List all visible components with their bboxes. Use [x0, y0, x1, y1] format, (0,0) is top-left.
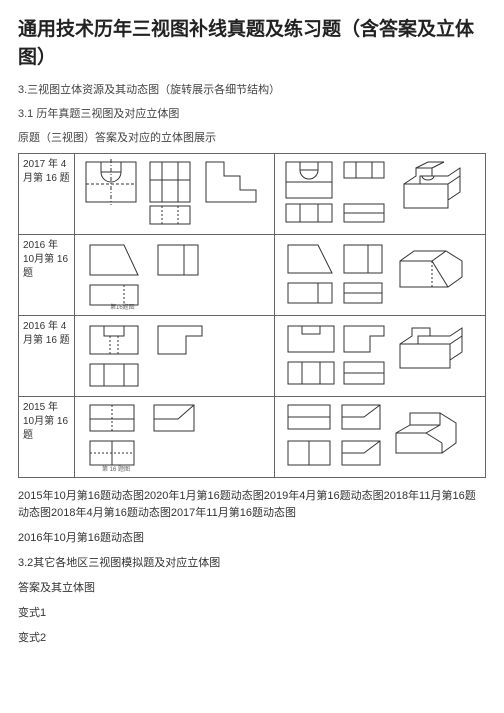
- answer-label: 答案及其立体图: [18, 580, 486, 597]
- row-4-question-views: 第 16 题图: [75, 397, 275, 478]
- table-caption: 原题（三视图）答案及对应的立体图展示: [18, 129, 486, 145]
- variant-2-label: 变式2: [18, 630, 486, 647]
- row-1-question-views: [75, 154, 275, 235]
- row-3-answer-views: [275, 316, 486, 397]
- row-4-answer-views: [275, 397, 486, 478]
- section-3-2-heading: 3.2其它各地区三视图模拟题及对应立体图: [18, 555, 486, 572]
- table-row: 2016 年 10月第 16 题 第16题图: [19, 235, 486, 316]
- row-date-label: 2017 年 4月第 16 题: [19, 154, 75, 235]
- svg-text:第16题图: 第16题图: [110, 303, 135, 311]
- table-row: 2017 年 4月第 16 题: [19, 154, 486, 235]
- row-1-answer-views: [275, 154, 486, 235]
- row-2-answer-views: [275, 235, 486, 316]
- section-3-1-heading: 3.1 历年真题三视图及对应立体图: [18, 105, 486, 121]
- table-row: 2015 年 10月第 16 题 第 16 题图: [19, 397, 486, 478]
- row-date-label: 2016 年 10月第 16 题: [19, 235, 75, 316]
- svg-text:第 16 题图: 第 16 题图: [102, 465, 130, 473]
- variant-1-label: 变式1: [18, 605, 486, 622]
- row-date-label: 2016 年 4月第 16 题: [19, 316, 75, 397]
- table-row: 2016 年 4月第 16 题: [19, 316, 486, 397]
- dynamic-links-paragraph: 2015年10月第16题动态图2020年1月第16题动态图2019年4月第16题…: [18, 488, 486, 522]
- row-3-question-views: [75, 316, 275, 397]
- dynamic-link-2016: 2016年10月第16题动态图: [18, 530, 486, 547]
- page-title: 通用技术历年三视图补线真题及练习题（含答案及立体图）: [18, 16, 486, 71]
- section-3-heading: 3.三视图立体资源及其动态图（旋转展示各细节结构）: [18, 81, 486, 97]
- row-2-question-views: 第16题图: [75, 235, 275, 316]
- row-date-label: 2015 年 10月第 16 题: [19, 397, 75, 478]
- views-table: 2017 年 4月第 16 题: [18, 153, 486, 478]
